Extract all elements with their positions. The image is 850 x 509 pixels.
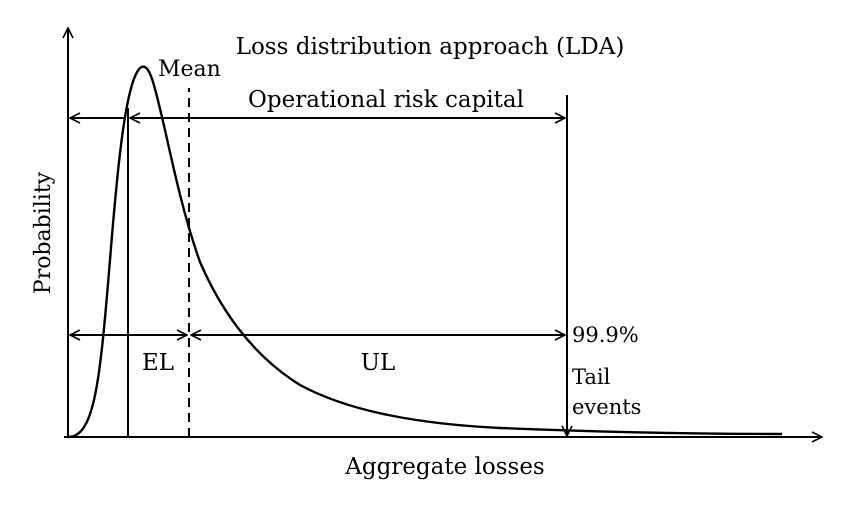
el-label: EL — [142, 350, 174, 376]
ul-label: UL — [361, 350, 396, 376]
percentile-label: 99.9% — [572, 323, 639, 347]
y-axis-label: Probability — [31, 171, 56, 294]
tail-label-line1: Tail — [572, 365, 611, 389]
op-risk-capital-label: Operational risk capital — [248, 87, 524, 113]
loss-distribution-curve — [67, 65, 783, 439]
tail-label-line2: events — [572, 395, 641, 419]
diagram-title: Loss distribution approach (LDA) — [236, 34, 625, 60]
x-axis-label: Aggregate losses — [344, 454, 545, 480]
mean-label: Mean — [158, 57, 221, 82]
